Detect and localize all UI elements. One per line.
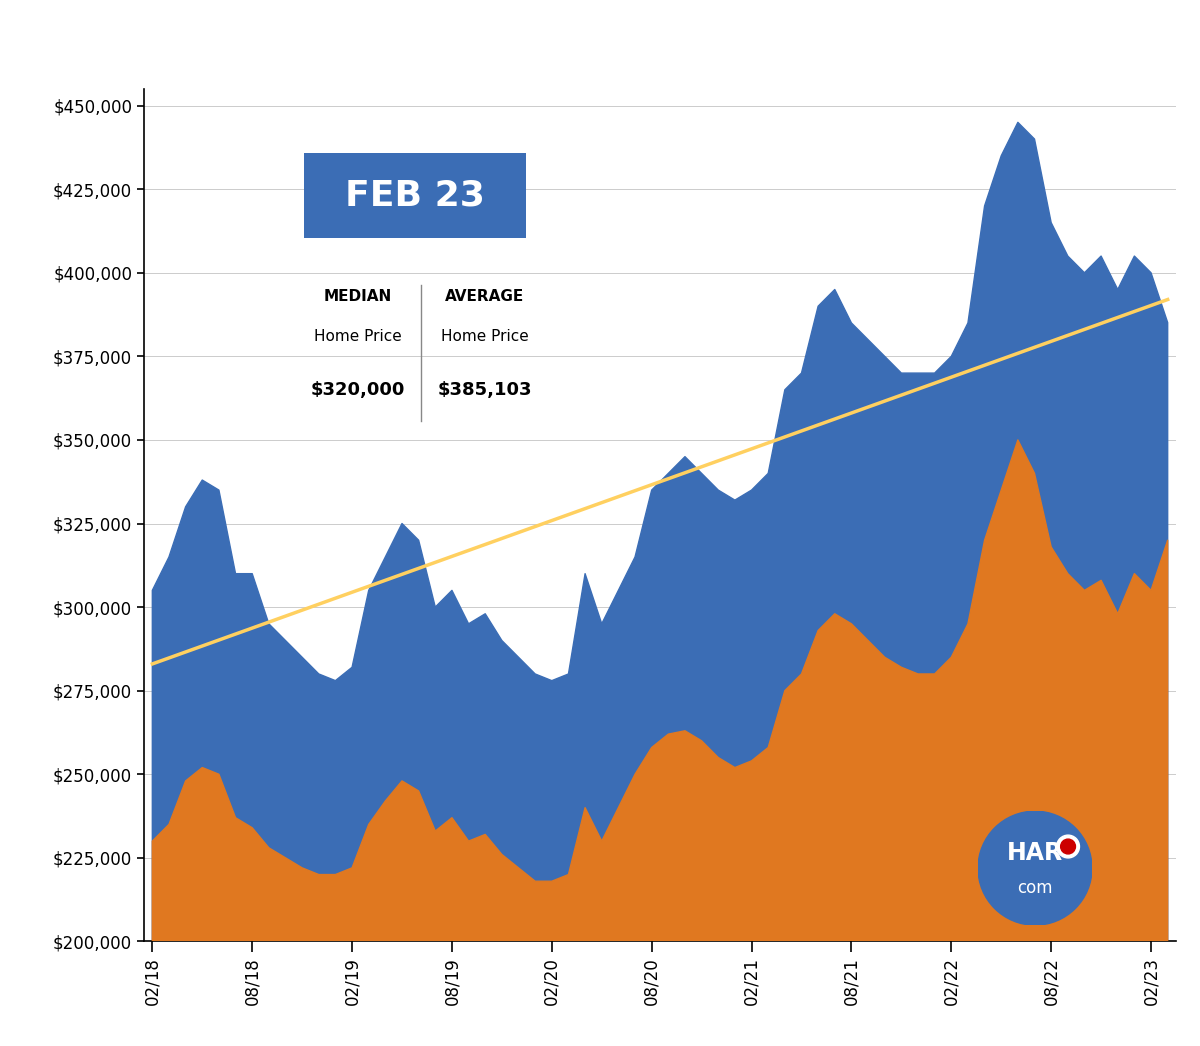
Text: MEDIAN: MEDIAN [324, 290, 391, 304]
Text: Average & Median Home Prices: Average & Median Home Prices [336, 22, 914, 56]
Text: AVERAGE: AVERAGE [445, 290, 524, 304]
Text: SINGLE FAMILY:: SINGLE FAMILY: [30, 21, 354, 58]
Circle shape [1057, 835, 1080, 858]
Circle shape [978, 812, 1092, 925]
Text: $320,000: $320,000 [311, 381, 404, 399]
Text: HAR: HAR [1007, 841, 1063, 865]
Text: com: com [1018, 879, 1052, 896]
Text: $385,103: $385,103 [437, 381, 532, 399]
FancyBboxPatch shape [304, 153, 526, 238]
Circle shape [1061, 839, 1075, 854]
Text: Home Price: Home Price [313, 329, 402, 344]
Text: FEB 23: FEB 23 [344, 179, 485, 212]
Text: Home Price: Home Price [440, 329, 528, 344]
